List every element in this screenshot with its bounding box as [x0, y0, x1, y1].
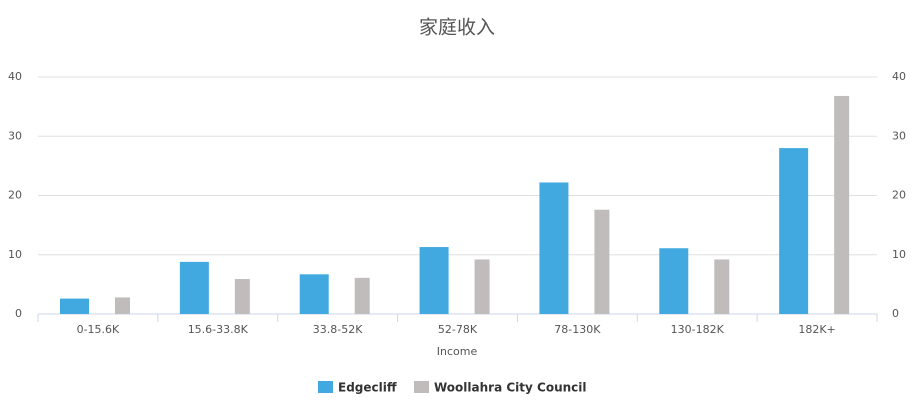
y-tick-label: 0	[15, 307, 22, 320]
bar	[834, 95, 850, 315]
x-tick-label: 0-15.6K	[77, 323, 120, 336]
x-tick-label: 52-78K	[438, 323, 478, 336]
bar	[234, 279, 250, 314]
x-tick-label: 130-182K	[671, 323, 725, 336]
bar	[179, 261, 209, 314]
y2-tick-label: 10	[892, 248, 906, 261]
bar	[714, 259, 730, 314]
legend-label: Woollahra City Council	[434, 381, 587, 395]
y2-tick-label: 20	[892, 189, 906, 202]
y-tick-label: 10	[8, 248, 22, 261]
x-axis-label: Income	[437, 345, 478, 358]
bar	[779, 148, 809, 314]
chart-title: 家庭收入	[419, 17, 495, 39]
y2-tick-label: 0	[892, 307, 899, 320]
y2-tick-label: 30	[892, 129, 906, 142]
bar	[419, 247, 449, 314]
legend-label: Edgecliff	[338, 381, 397, 395]
y2-tick-label: 40	[892, 70, 906, 83]
bar	[474, 259, 490, 314]
bar	[60, 298, 89, 314]
x-tick-label: 15.6-33.8K	[188, 323, 249, 336]
y-tick-label: 20	[8, 189, 22, 202]
y-tick-label: 40	[8, 70, 22, 83]
legend-swatch	[318, 381, 333, 393]
x-tick-label: 78-130K	[554, 323, 601, 336]
bar	[299, 274, 329, 314]
y-tick-label: 30	[8, 129, 22, 142]
legend-swatch	[414, 381, 429, 393]
bar	[539, 182, 569, 314]
x-tick-label: 33.8-52K	[313, 323, 363, 336]
bar	[115, 297, 130, 314]
bar	[354, 277, 370, 314]
bar	[659, 248, 689, 314]
bar	[594, 209, 610, 314]
x-tick-label: 182K+	[798, 323, 835, 336]
